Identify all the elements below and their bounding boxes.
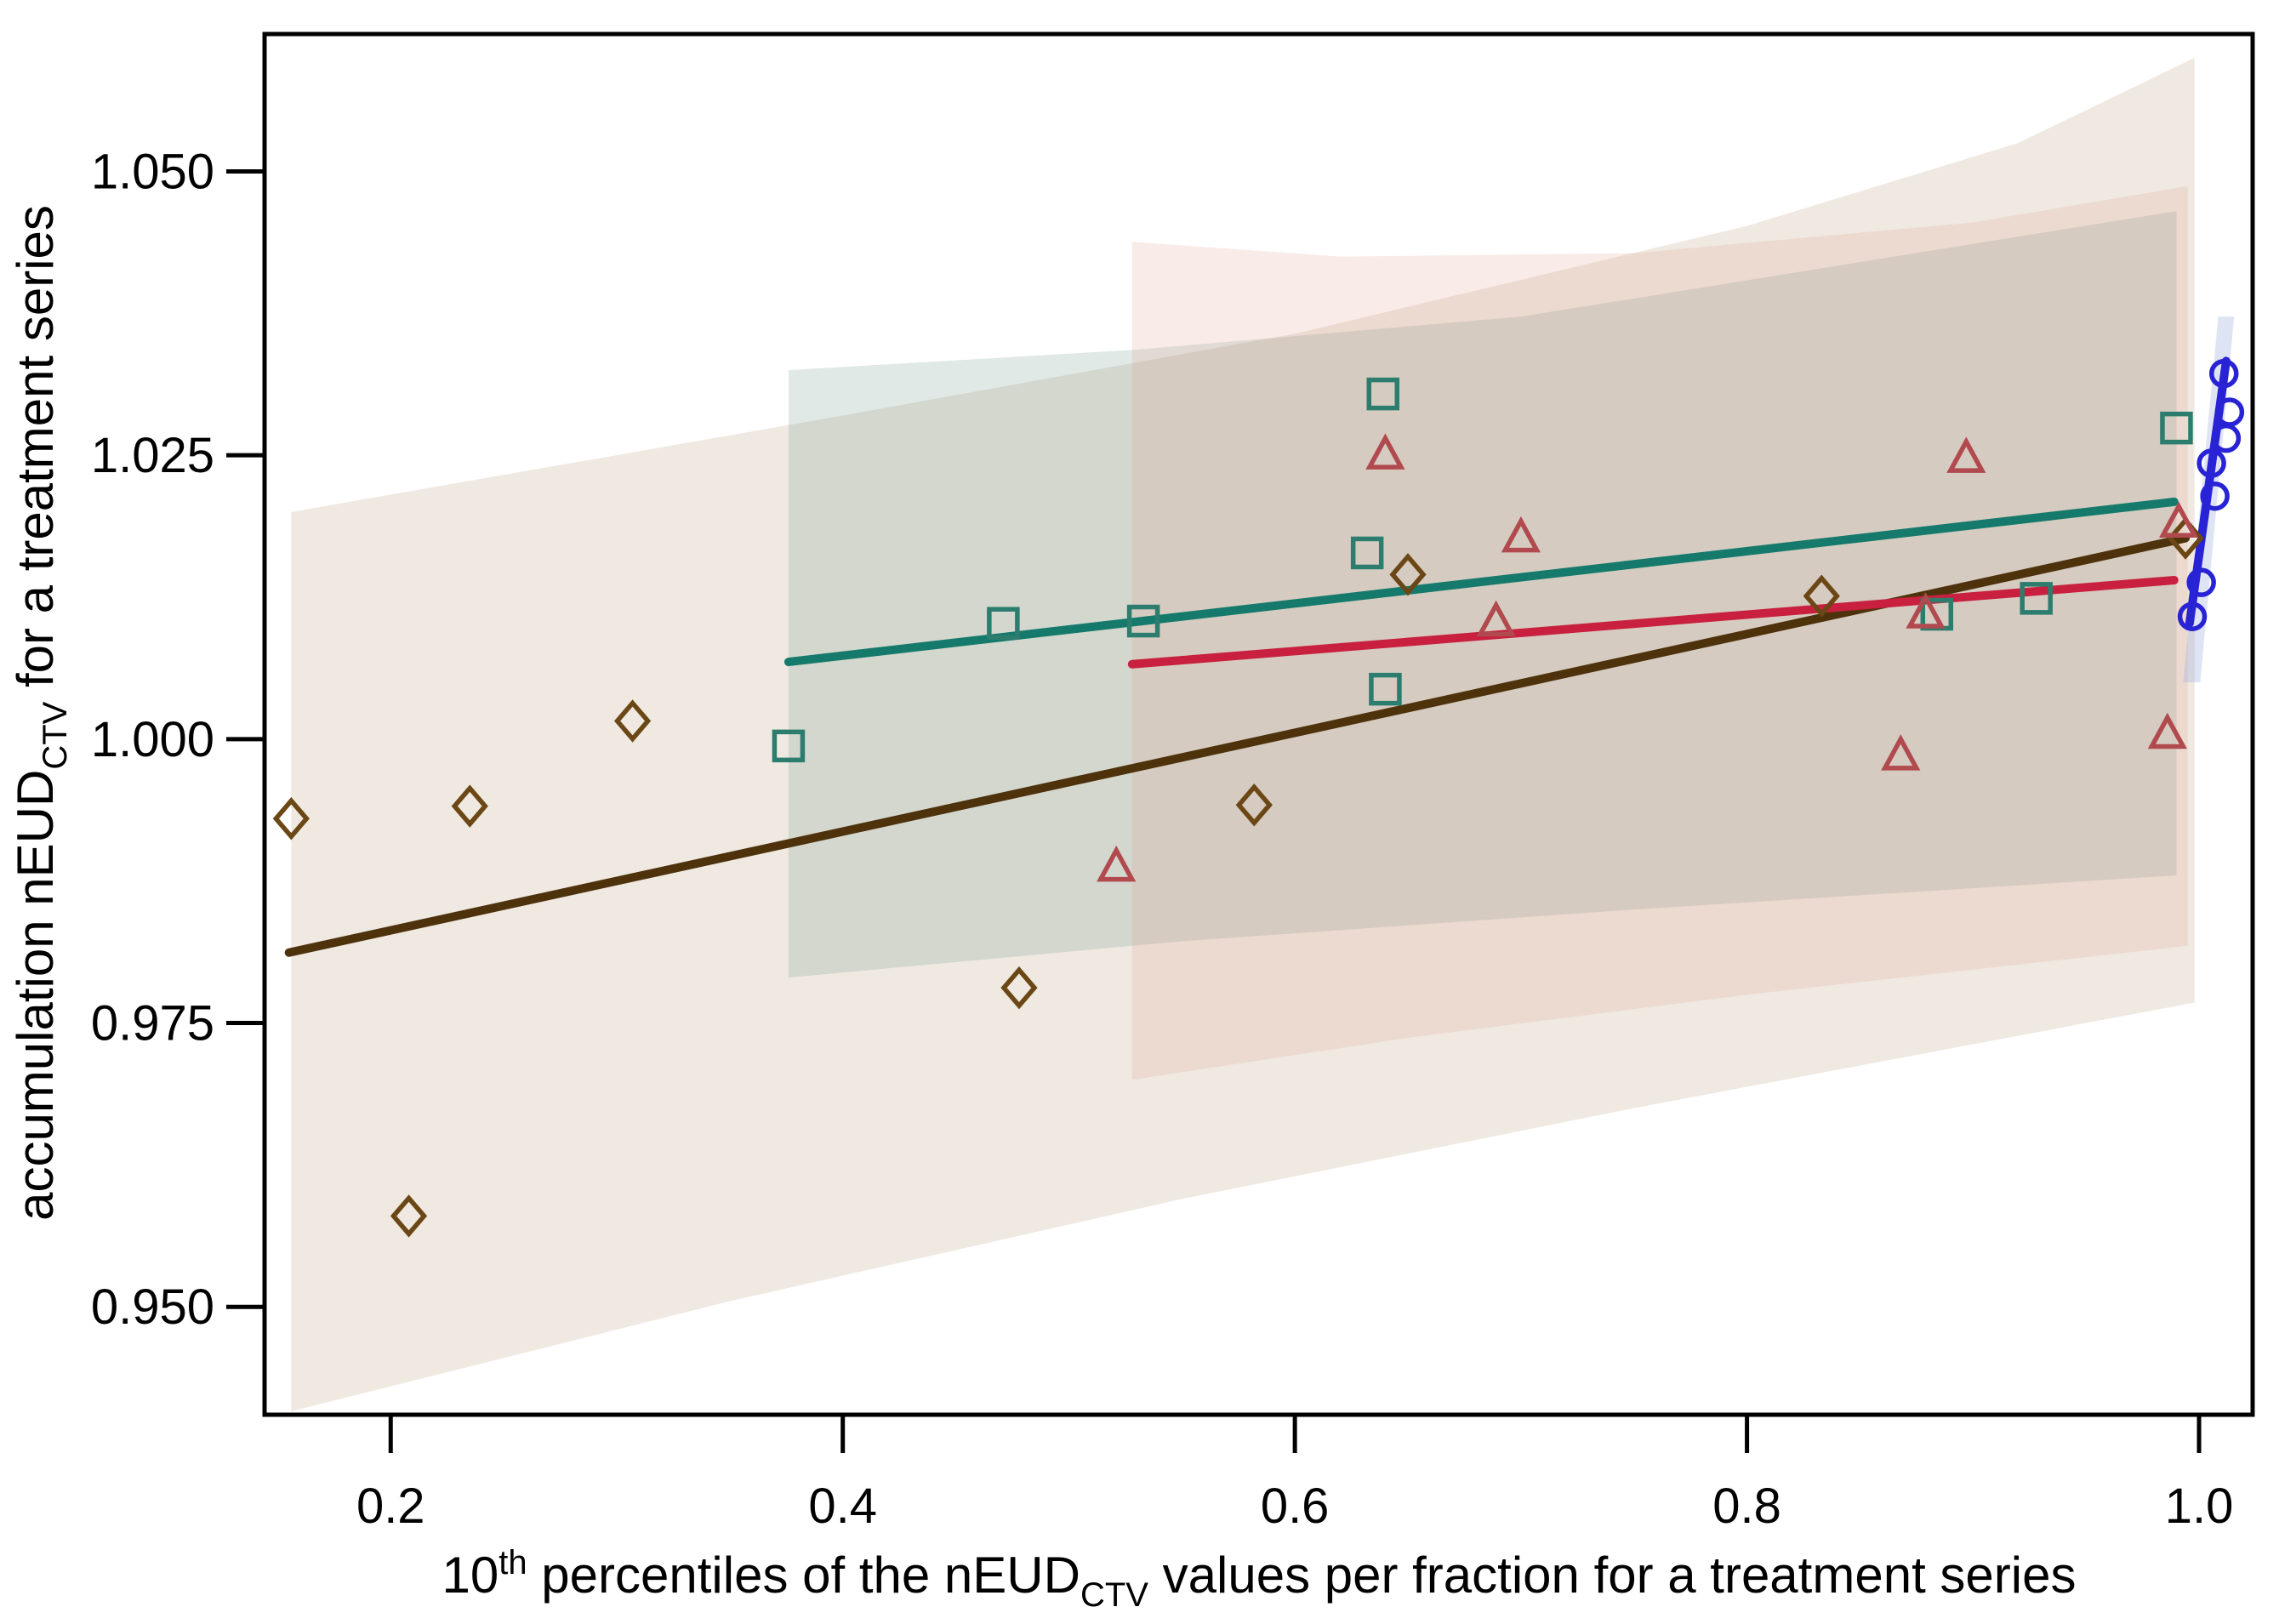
data-point-square [1126, 604, 1160, 638]
data-point-diamond [272, 797, 310, 840]
y-tick-label: 0.975 [91, 996, 214, 1051]
data-point-diamond [1803, 574, 1840, 618]
confidence-bands-layer [291, 58, 2235, 1411]
data-point-triangle [1476, 600, 1516, 637]
y-tick-label: 1.025 [91, 428, 214, 483]
data-point-triangle [1946, 436, 1986, 473]
data-point-circle [2211, 423, 2242, 453]
x-tick-label: 0.6 [1261, 1479, 1330, 1534]
x-tick-label: 1.0 [2165, 1479, 2234, 1534]
x-tick-label: 0.8 [1712, 1479, 1781, 1534]
data-point-diamond [613, 699, 652, 743]
data-point-square [987, 607, 1020, 640]
confidence-band-triangle-series [1131, 185, 2188, 1080]
data-point-triangle [2147, 712, 2187, 749]
axes-layer: 0.2 0.4 0.6 0.8 1.0 0.950 0.975 1.000 1.025 1.050 [91, 31, 2255, 1534]
data-point-diamond [2167, 516, 2204, 560]
data-point-diamond [1235, 784, 1273, 827]
data-point-diamond [451, 784, 488, 828]
x-tick-label: 0.4 [808, 1479, 877, 1534]
data-point-triangle [1501, 516, 1541, 553]
data-point-diamond [1389, 553, 1427, 596]
data-point-square [1366, 377, 1400, 411]
data-point-circle [2196, 448, 2226, 478]
data-point-diamond [1000, 966, 1038, 1010]
data-point-circle [2177, 601, 2208, 631]
y-tick-label: 1.000 [91, 712, 214, 767]
data-point-triangle [1097, 845, 1137, 882]
data-point-triangle [2158, 501, 2199, 538]
y-axis-title: accumulation nEUDCTV for a treatment ser… [7, 205, 74, 1221]
regression-line-triangle-series [1127, 575, 2179, 669]
x-tick-label: 0.2 [356, 1479, 425, 1534]
plot-border [262, 31, 2255, 1417]
data-point-circle [2186, 567, 2216, 597]
data-point-square [1350, 536, 1384, 570]
x-axis-title: 10th percentiles of the nEUDCTV values p… [442, 1544, 2077, 1614]
data-point-diamond [390, 1194, 428, 1238]
data-point-square [1369, 672, 1402, 706]
data-points-layer [272, 358, 2245, 1238]
confidence-band-diamond-series [291, 58, 2195, 1411]
data-point-square [772, 729, 806, 763]
data-point-square [2020, 582, 2053, 615]
data-point-triangle [1906, 592, 1946, 629]
y-tick-label: 1.050 [91, 144, 214, 199]
data-point-triangle [1881, 734, 1921, 771]
data-point-circle [2200, 481, 2230, 511]
data-point-square [2160, 411, 2193, 445]
axis-titles-layer: 10th percentiles of the nEUDCTV values p… [7, 205, 2076, 1614]
data-point-triangle [1365, 433, 1405, 470]
y-tick-label: 0.950 [91, 1279, 214, 1335]
data-point-circle [2209, 358, 2239, 389]
confidence-band-square-series [788, 211, 2177, 978]
